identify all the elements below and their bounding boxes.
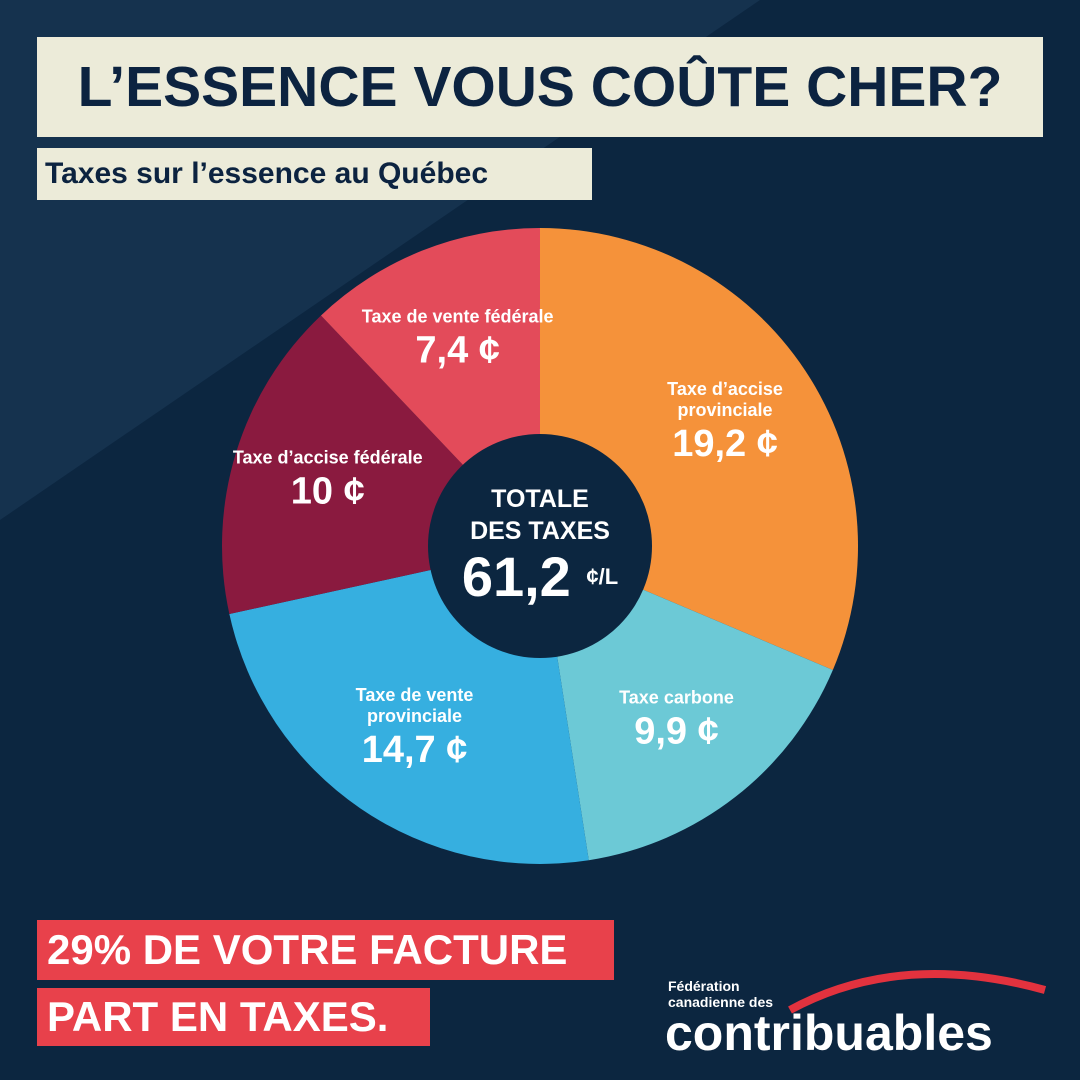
center-label: TOTALE DES TAXES 61,2 ¢/L <box>430 483 650 607</box>
footer-line: 29% DE VOTRE FACTURE <box>37 920 614 980</box>
center-line: TOTALE <box>491 485 589 513</box>
slice-name: Taxe de vente fédérale <box>361 306 554 327</box>
slice-value: 7,4 ¢ <box>415 329 500 372</box>
center-line: DES TAXES <box>470 517 610 545</box>
slice-label: Taxe de vente fédérale 7,4 ¢ <box>358 306 558 373</box>
slice-label: Taxe carbone 9,9 ¢ <box>576 688 776 755</box>
pie <box>222 228 859 864</box>
slice-label: Taxe d’accise provinciale 19,2 ¢ <box>625 379 825 467</box>
slice-label: Taxe de vente provinciale 14,7 ¢ <box>315 685 515 773</box>
logo-arc <box>788 970 1047 1014</box>
logo-large: contribuables <box>665 1005 993 1061</box>
slice-name: Taxe d’accise fédérale <box>232 447 423 468</box>
slice-name: Taxe d’accise provinciale <box>667 379 783 421</box>
slice-value: 10 ¢ <box>290 470 365 513</box>
subtitle: Taxes sur l’essence au Québec <box>37 148 592 200</box>
slice-value: 14,7 ¢ <box>361 729 468 772</box>
title: L’ESSENCE VOUS COÛTE CHER? <box>37 37 1043 137</box>
slice-label: Taxe d’accise fédérale 10 ¢ <box>228 447 428 514</box>
center-unit: ¢/L <box>586 564 619 589</box>
slice-name: Taxe de vente provinciale <box>355 685 474 727</box>
logo-small: Fédération canadienne des <box>668 978 774 1010</box>
footer-line: PART EN TAXES. <box>37 988 430 1046</box>
center-value: 61,2 <box>461 545 571 608</box>
donut-hole <box>428 434 652 658</box>
slice-value: 19,2 ¢ <box>672 423 778 466</box>
slice-value: 9,9 ¢ <box>634 710 719 753</box>
slice-name: Taxe carbone <box>619 687 734 708</box>
